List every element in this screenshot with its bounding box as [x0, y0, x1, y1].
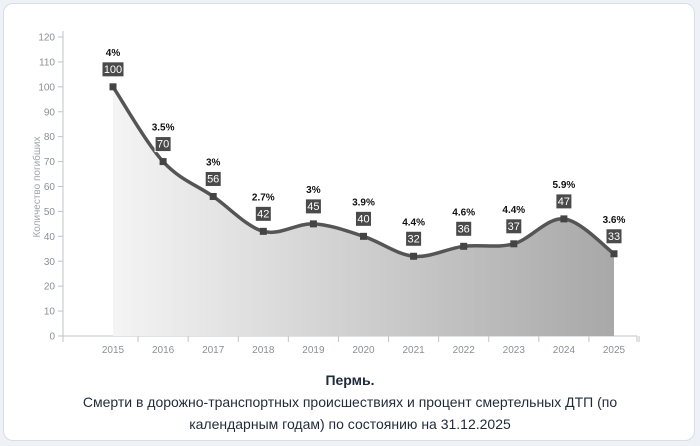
y-tick-label: 80: [44, 132, 56, 143]
data-point-marker: [309, 220, 317, 228]
percent-label: 4%: [106, 48, 121, 59]
value-label-box: [605, 228, 623, 245]
value-label: 33: [608, 231, 620, 243]
data-point-marker: [410, 252, 418, 260]
y-tick-label: 120: [38, 33, 55, 44]
x-tick-label: 2023: [503, 345, 526, 356]
value-label: 56: [207, 173, 219, 185]
chart-title: Пермь.: [325, 372, 375, 388]
data-point-marker: [109, 83, 117, 91]
value-label: 42: [257, 208, 269, 220]
chart-subtitle-line2: календарным годам) по состоянию на 31.12…: [189, 416, 511, 432]
value-label: 40: [357, 213, 369, 225]
x-tick-label: 2022: [453, 345, 476, 356]
percent-label: 2.7%: [252, 192, 275, 203]
markers: [109, 83, 618, 260]
x-tick-label: 2020: [352, 345, 375, 356]
y-tick-label: 20: [44, 282, 56, 293]
y-tick-label: 70: [44, 157, 56, 168]
value-label-box: [505, 218, 523, 235]
x-tick-label: 2016: [152, 345, 175, 356]
y-tick-label: 90: [44, 107, 56, 118]
data-point-marker: [159, 158, 167, 166]
y-tick-label: 100: [38, 82, 55, 93]
value-label: 47: [558, 196, 570, 208]
y-tick-label: 10: [44, 307, 56, 318]
value-label-box: [355, 210, 372, 227]
y-tick-label: 60: [44, 182, 56, 193]
x-axis: 2015 2016 2017 2018 2019 2020 2021 2022 2023 2024…: [62, 335, 640, 356]
value-label-box: [154, 136, 172, 153]
data-labels: 100 4% 70 3.5% 56 3% 42 2.7% 45 3% 40 3.9% 32 4.4% 36 4…: [101, 48, 626, 247]
value-label-box: [405, 230, 423, 247]
x-tick-label: 2017: [202, 345, 225, 356]
percent-label: 3.6%: [603, 215, 626, 226]
value-label-box: [254, 205, 272, 222]
value-label: 36: [458, 223, 470, 235]
chart-caption: Пермь. Смерти в дорожно-транспортных про…: [0, 370, 700, 434]
y-tick-label: 40: [44, 232, 56, 243]
data-point-marker: [510, 240, 518, 248]
percent-label: 3.5%: [152, 123, 175, 134]
data-point-marker: [560, 215, 568, 223]
y-axis: 0 10 20 30 40 50 60 70 80 90 100 110 120: [38, 31, 64, 343]
value-label: 32: [407, 233, 419, 245]
y-tick-label: 0: [49, 332, 55, 343]
x-tick-label: 2019: [302, 345, 325, 356]
value-label-box: [304, 198, 322, 215]
y-tick-label: 30: [44, 257, 56, 268]
percent-label: 5.9%: [553, 180, 576, 191]
y-tick-label: 50: [44, 207, 56, 218]
percent-label: 3.9%: [352, 197, 375, 208]
value-label: 37: [508, 221, 520, 233]
x-tick-label: 2015: [102, 345, 125, 356]
percent-label: 4.4%: [402, 217, 425, 228]
data-point-marker: [360, 232, 367, 240]
y-tick-label: 110: [39, 57, 55, 68]
percent-label: 4.6%: [452, 207, 475, 218]
chart-subtitle-line1: Смерти в дорожно-транспортных происшеств…: [82, 394, 618, 410]
value-label: 45: [307, 201, 319, 213]
value-label-box: [455, 220, 473, 237]
x-tick-label: 2024: [553, 345, 576, 356]
value-label: 70: [157, 139, 169, 151]
percent-label: 3%: [206, 157, 221, 168]
percent-label: 3%: [306, 185, 321, 196]
percent-label: 4.4%: [502, 205, 525, 216]
x-tick-label: 2018: [252, 345, 275, 356]
series-area: [113, 86, 614, 336]
data-point-marker: [610, 250, 618, 258]
x-tick-label: 2021: [402, 345, 425, 356]
data-point-marker: [259, 227, 267, 235]
x-tick-label: 2025: [603, 345, 626, 356]
y-axis-label: Количество погибших: [31, 136, 43, 237]
value-label-box: [101, 61, 125, 78]
value-label-box: [555, 193, 573, 210]
data-point-marker: [209, 192, 217, 200]
value-label-box: [204, 170, 222, 187]
value-label: 100: [104, 64, 122, 76]
data-point-marker: [460, 242, 468, 250]
